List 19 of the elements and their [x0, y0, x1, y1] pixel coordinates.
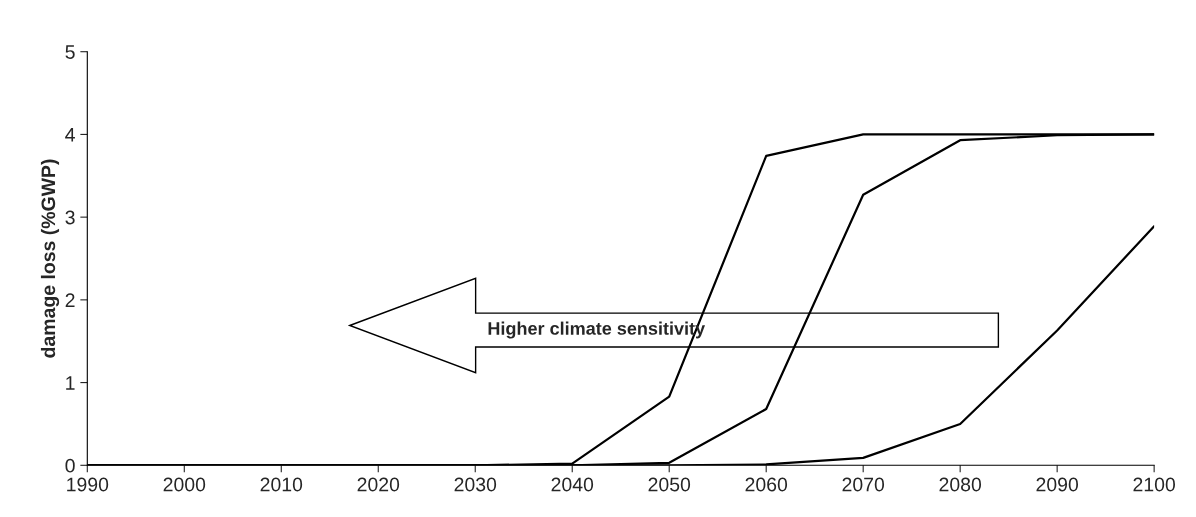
x-tick-label: 2060	[745, 477, 788, 492]
x-tick-label: 2020	[357, 477, 400, 492]
x-tick-label: 2000	[163, 477, 206, 492]
x-tick-label: 2030	[454, 477, 497, 492]
x-tick-label: 2070	[842, 477, 885, 492]
y-axis-title: damage loss (%GWP)	[40, 159, 60, 358]
x-tick-label: 2080	[939, 477, 982, 492]
x-tick-label: 2100	[1133, 477, 1176, 492]
x-tick-label: 2010	[260, 477, 303, 492]
x-tick-label: 2090	[1036, 477, 1079, 492]
x-tick-label: 1990	[67, 477, 109, 492]
y-tick-label: 5	[65, 45, 75, 59]
y-tick-label: 1	[66, 376, 75, 390]
x-tick-label: 2040	[551, 477, 594, 492]
y-tick-label: 0	[65, 458, 75, 473]
y-tick-label: 4	[65, 128, 75, 142]
y-tick-label: 2	[65, 293, 75, 307]
x-tick-label: 2050	[648, 477, 691, 492]
y-tick-label: 3	[65, 210, 75, 225]
